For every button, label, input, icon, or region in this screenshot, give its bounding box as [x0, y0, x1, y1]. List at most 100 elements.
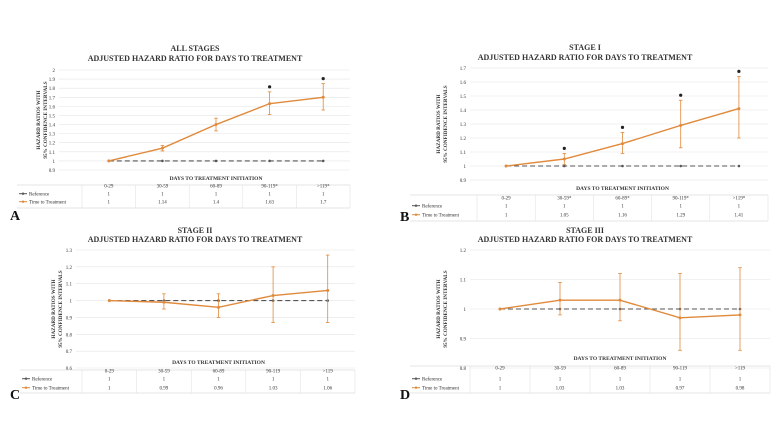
table-cell: 1 — [217, 378, 220, 383]
table-cell: 1.16 — [618, 214, 627, 219]
reference-point — [621, 164, 624, 168]
y-tick-label: 1 — [70, 300, 73, 305]
y-tick-label: 1.8 — [49, 87, 56, 92]
y-tick-label: 1.2 — [460, 137, 467, 142]
table-cell: 1 — [326, 378, 329, 383]
table-cell: 1 — [215, 193, 218, 198]
y-tick-label: 1.7 — [460, 67, 467, 72]
table-cell: 1 — [161, 193, 164, 198]
table-row-label: Reference — [422, 378, 443, 383]
table-cell: 1 — [679, 378, 682, 383]
table-cell: 1 — [559, 378, 562, 383]
table-cell: 0.96 — [214, 387, 223, 392]
panel-letter: D — [400, 388, 410, 403]
treatment-point — [326, 288, 330, 292]
table-cell: 1 — [108, 193, 111, 198]
table-cell: 1.03 — [616, 387, 625, 392]
treatment-point — [268, 102, 272, 106]
table-cell: 1.7 — [320, 201, 327, 206]
table-category-header: 0-29 — [502, 197, 512, 202]
treatment-point — [679, 123, 683, 127]
table-row-label: Time to Treatment — [32, 387, 70, 392]
table-category-header: 60-89 — [614, 367, 626, 372]
y-tick-label: 1.4 — [460, 109, 467, 114]
legend-swatch-marker — [24, 386, 28, 389]
treatment-point — [217, 305, 220, 309]
table-row-label: Time to Treatment — [29, 201, 67, 206]
table-category-header: 0-29 — [105, 370, 115, 375]
table-row-label: Reference — [29, 193, 50, 198]
y-tick-label: 0.9 — [460, 338, 467, 343]
chart-title: STAGE I — [569, 43, 601, 52]
significance-marker — [737, 69, 741, 73]
y-tick-label: 1.7 — [49, 96, 56, 101]
chart-title: ALL STAGES — [171, 44, 221, 53]
treatment-point — [562, 157, 566, 161]
y-tick-label: 0.6 — [66, 367, 73, 372]
table-cell: 1.05 — [560, 214, 569, 219]
reference-point — [679, 164, 682, 168]
y-tick-label: 1 — [464, 308, 467, 313]
y-tick-label: 0.9 — [49, 169, 56, 174]
table-cell: 1.06 — [323, 387, 332, 392]
table-cell: 1 — [739, 378, 742, 383]
table-cell: 1 — [108, 201, 111, 206]
y-axis-label-line2: 95% CONFIDENCE INTERVALS — [58, 270, 64, 347]
y-tick-label: 0.9 — [460, 179, 467, 184]
table-row-label: Time to Treatment — [422, 214, 460, 219]
table-category-header: >119 — [323, 370, 334, 375]
table-cell: 1 — [163, 378, 166, 383]
table-category-header: 90-119* — [672, 197, 689, 202]
treatment-point — [271, 294, 275, 298]
y-axis-label-line2: 95% CONFIDENCE INTERVALS — [443, 85, 449, 162]
legend-swatch-marker — [24, 377, 28, 380]
table-category-header: >119* — [317, 185, 330, 190]
treatment-point — [618, 298, 622, 302]
y-tick-label: 0.8 — [460, 367, 467, 372]
y-tick-label: 1.2 — [66, 266, 73, 271]
significance-marker — [321, 77, 325, 81]
reference-point — [563, 164, 566, 168]
table-category-header: 0-29 — [104, 185, 114, 190]
table-cell: 0.99 — [160, 387, 169, 392]
chart-title: STAGE III — [566, 226, 604, 235]
table-cell: 1.03 — [556, 387, 565, 392]
y-tick-label: 1.6 — [460, 81, 467, 86]
table-row-label: Reference — [422, 205, 443, 210]
table-cell: 1 — [272, 378, 275, 383]
table-cell: 1 — [505, 214, 508, 219]
treatment-point — [504, 164, 508, 168]
x-axis-label: DAYS TO TREATMENT INITIATION — [172, 360, 265, 366]
y-axis-label-line2: 95% CONFIDENCE INTERVALS — [443, 270, 449, 347]
treatment-point — [737, 107, 741, 111]
table-cell: 1.14 — [158, 201, 167, 206]
y-tick-label: 1.4 — [49, 124, 56, 129]
table-cell: 1 — [505, 205, 508, 210]
y-tick-label: 1.1 — [460, 279, 467, 284]
chart-subtitle: ADJUSTED HAZARD RATIO FOR DAYS TO TREATM… — [478, 235, 693, 244]
x-axis-label: DAYS TO TREATMENT INITIATION — [170, 176, 263, 182]
table-row-label: Reference — [32, 378, 53, 383]
chart-subtitle: ADJUSTED HAZARD RATIO FOR DAYS TO TREATM… — [88, 54, 303, 63]
chart-subtitle: ADJUSTED HAZARD RATIO FOR DAYS TO TREATM… — [478, 53, 693, 62]
table-cell: 0.97 — [676, 387, 685, 392]
legend-swatch-marker — [414, 377, 418, 380]
table-category-header: 30-59 — [157, 185, 169, 190]
y-tick-label: 0.9 — [66, 316, 73, 321]
y-tick-label: 1.5 — [460, 95, 467, 100]
significance-marker — [562, 146, 566, 150]
panel-letter: B — [400, 210, 409, 225]
y-tick-label: 1.5 — [49, 114, 56, 119]
y-tick-label: 1.6 — [49, 105, 56, 110]
y-axis-label-line1: HAZARD RATIOS WITH — [36, 90, 42, 149]
y-tick-label: 1.1 — [66, 283, 73, 288]
table-category-header: 0-29 — [495, 367, 505, 372]
table-cell: 1 — [108, 378, 111, 383]
table-cell: 1 — [108, 387, 111, 392]
treatment-point — [738, 313, 742, 317]
y-tick-label: 1.3 — [460, 123, 467, 128]
table-category-header: 30-59 — [554, 367, 566, 372]
table-cell: 1 — [619, 378, 622, 383]
